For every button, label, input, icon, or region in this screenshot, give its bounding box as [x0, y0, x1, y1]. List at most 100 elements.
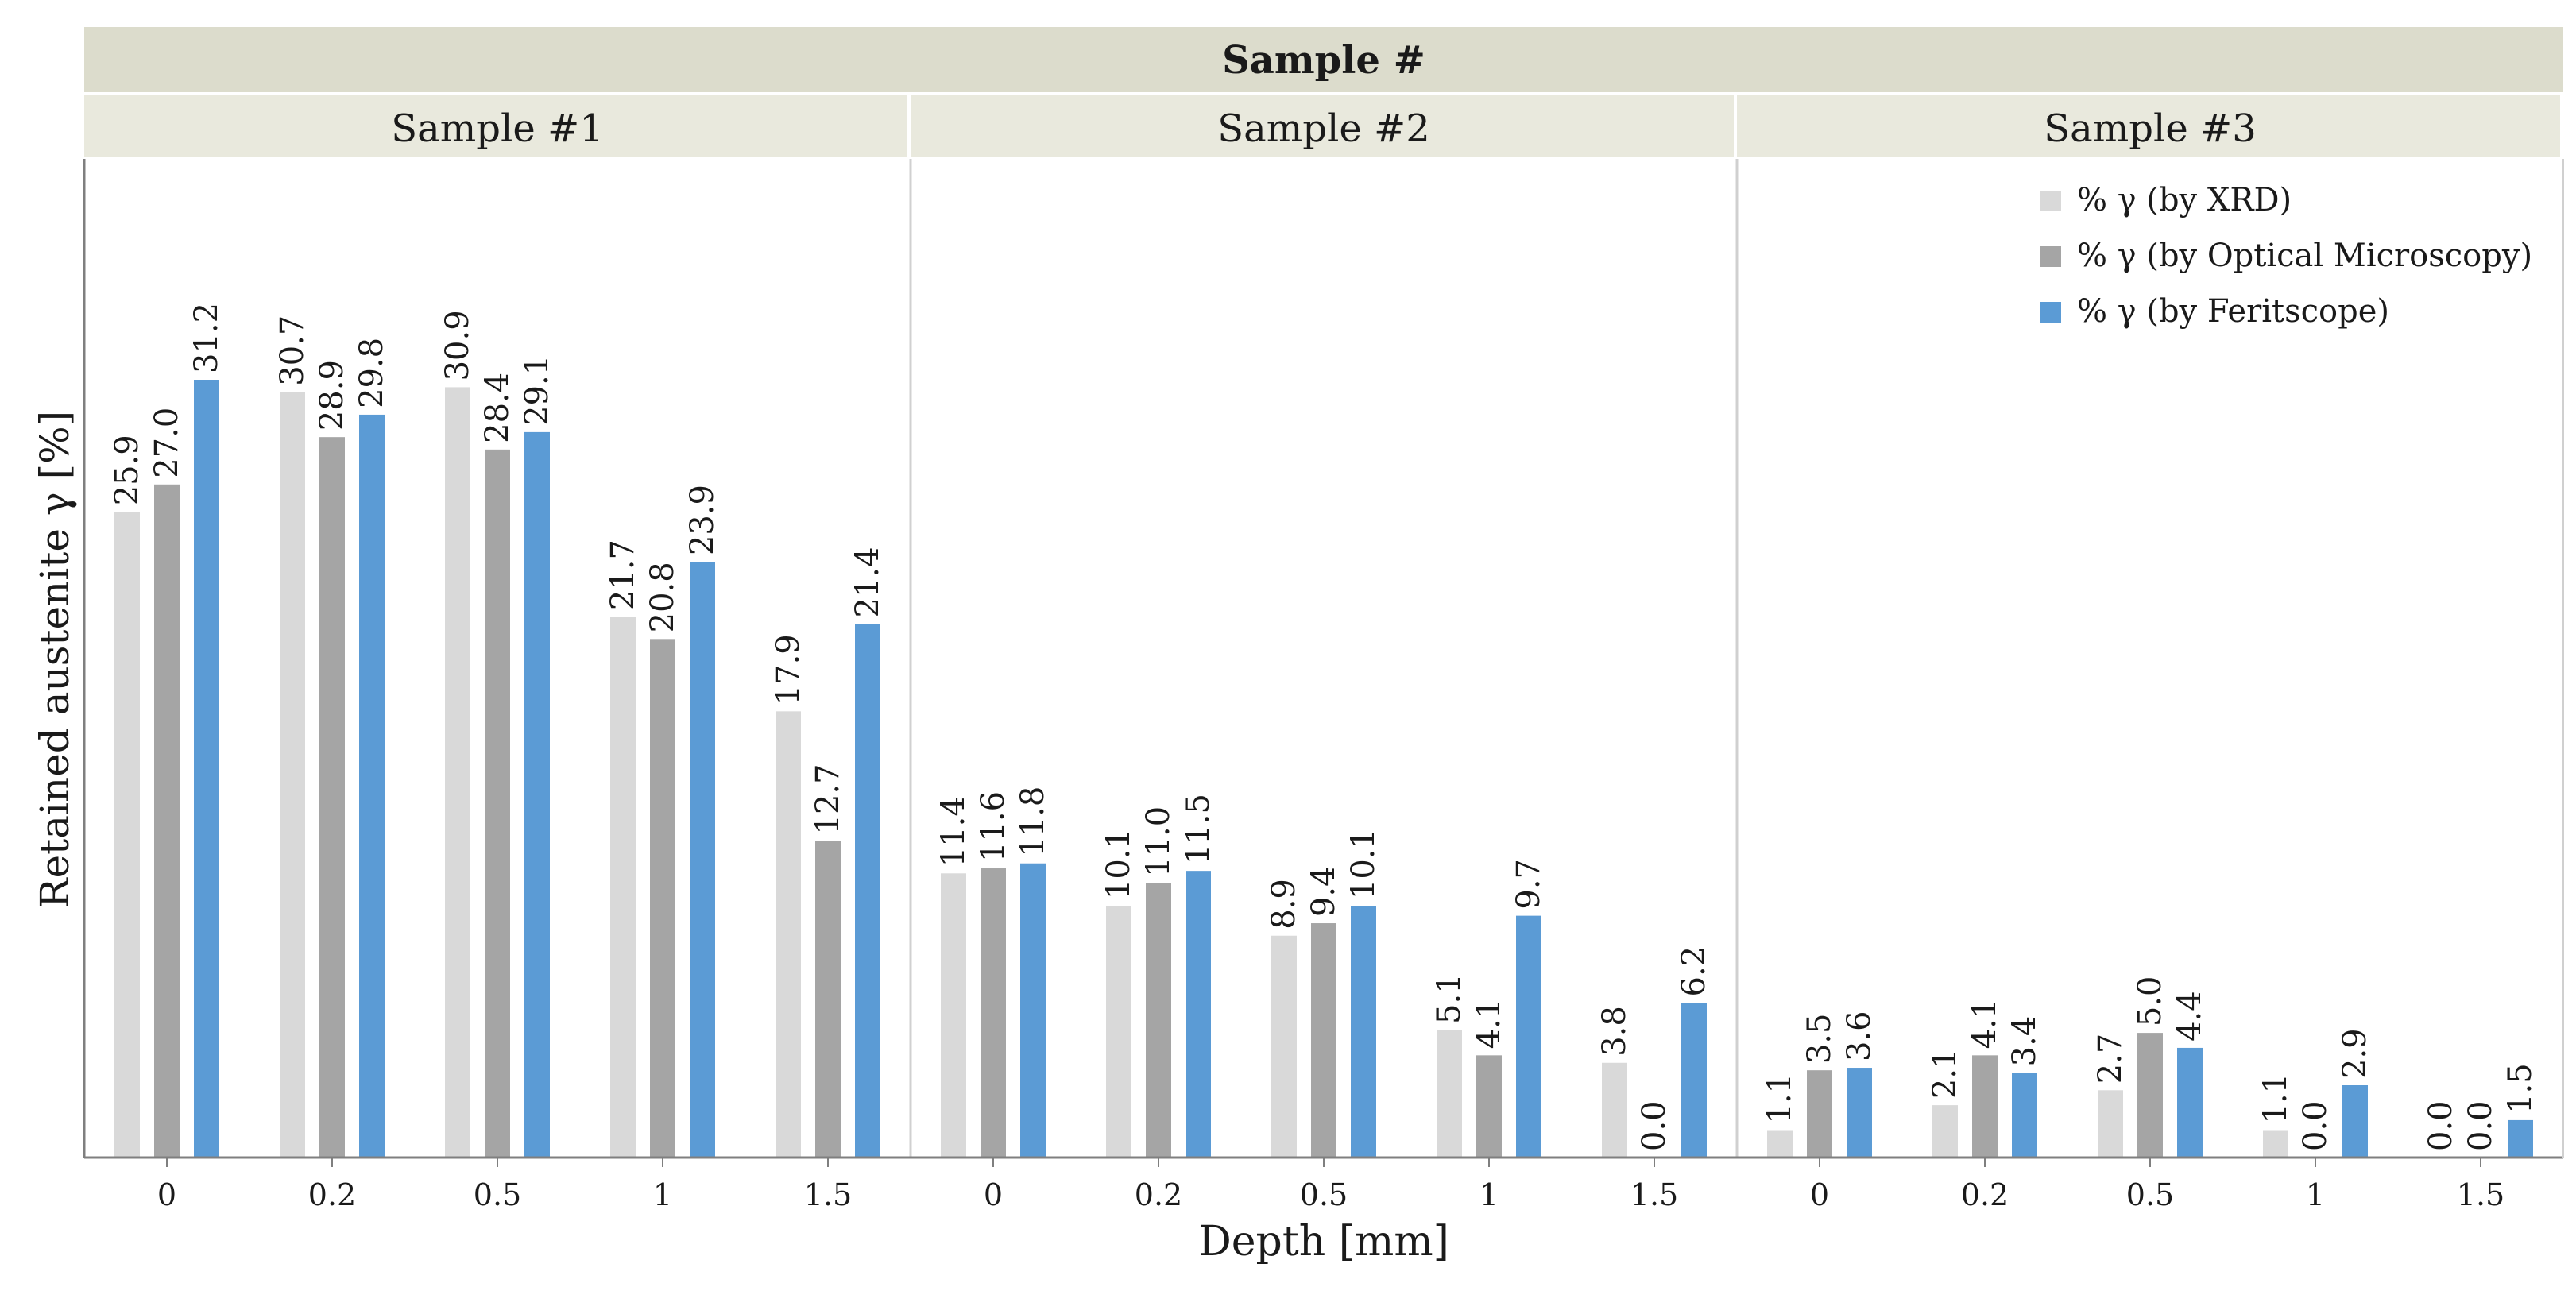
data-label: 11.4	[935, 796, 972, 867]
bar	[1767, 1130, 1793, 1158]
bar	[650, 639, 675, 1158]
data-label: 0.0	[2423, 1100, 2459, 1151]
plot-area: 025.9 27.031.20.230.728.9 29.80.530.928.4 2…	[83, 159, 2564, 1212]
legend-label: % γ (by Feritscope)	[2077, 293, 2389, 330]
data-label: 20.8	[644, 562, 681, 632]
data-label: 4.4	[2172, 991, 2208, 1042]
data-label: 2.1	[1927, 1048, 1963, 1099]
data-label: 29.1	[519, 355, 555, 426]
bar	[280, 392, 305, 1158]
data-label: 21.4	[849, 547, 886, 617]
data-label: 30.7	[274, 315, 311, 386]
x-tick-label: 0.5	[474, 1177, 521, 1212]
data-label: 30.9	[439, 310, 476, 381]
x-tick-label: 1	[2306, 1177, 2325, 1212]
bar	[154, 484, 180, 1158]
data-label: 3.4	[2006, 1016, 2043, 1067]
data-label: 17.9	[770, 634, 806, 705]
bar	[2508, 1119, 2533, 1158]
x-tick-label: 1.5	[804, 1177, 852, 1212]
x-axis-label: Depth [mm]	[1198, 1218, 1449, 1266]
data-label: 8.9	[1266, 879, 1302, 930]
data-label: 5.0	[2132, 976, 2168, 1026]
bar	[1437, 1030, 1462, 1158]
panel-header-bg	[1737, 95, 2560, 157]
bar	[1311, 923, 1336, 1158]
bar	[1932, 1105, 1958, 1158]
bar	[114, 512, 140, 1158]
bar	[1516, 915, 1541, 1158]
data-label: 1.1	[1762, 1073, 1798, 1124]
x-tick-label: 0	[157, 1177, 176, 1212]
data-label: 27.0	[149, 408, 185, 478]
x-tick-label: 0.5	[2126, 1177, 2174, 1212]
data-label: 3.6	[1841, 1011, 1878, 1061]
data-label: 10.1	[1100, 829, 1137, 899]
data-label: 3.5	[1801, 1014, 1838, 1065]
data-label: 0.0	[1636, 1100, 1673, 1151]
panel-header-bg	[84, 95, 907, 157]
bar	[1186, 871, 1211, 1158]
panel-title: Sample #1	[391, 106, 604, 151]
bar	[485, 449, 510, 1158]
x-tick-label: 0.5	[1300, 1177, 1348, 1212]
bar	[690, 562, 715, 1158]
data-label: 11.5	[1180, 794, 1216, 864]
panel-title: Sample #2	[1217, 106, 1430, 151]
panel-header-bg	[911, 95, 1734, 157]
y-axis-label: Retained austenite γ [%]	[32, 411, 78, 908]
data-label: 11.8	[1015, 787, 1051, 857]
data-label: 11.6	[975, 791, 1011, 862]
bar	[1602, 1062, 1627, 1158]
panel-headers: Sample #1 Sample #2 Sample #3	[84, 95, 2560, 157]
bar	[194, 380, 219, 1158]
bar	[2098, 1090, 2123, 1158]
data-label: 31.2	[188, 303, 225, 373]
data-label: 4.1	[1471, 999, 1507, 1049]
data-label: 12.7	[810, 763, 846, 834]
bar	[524, 431, 550, 1158]
legend-swatch	[2040, 191, 2061, 211]
data-label: 25.9	[109, 435, 145, 505]
data-label: 0.0	[2297, 1100, 2334, 1151]
data-label: 3.8	[1596, 1006, 1633, 1057]
data-label: 9.4	[1305, 866, 1342, 917]
data-label: 1.5	[2502, 1063, 2539, 1114]
x-tick-label: 1	[1479, 1177, 1499, 1212]
x-tick-label: 0	[1810, 1177, 1829, 1212]
bar	[1847, 1068, 1872, 1158]
bar	[1681, 1003, 1707, 1158]
x-tick-label: 0.2	[308, 1177, 356, 1212]
data-label: 5.1	[1431, 973, 1468, 1024]
data-label: 6.2	[1676, 946, 1712, 997]
header-band	[84, 27, 2563, 92]
data-label: 28.4	[479, 373, 516, 443]
bar	[815, 841, 841, 1158]
legend-swatch	[2040, 246, 2061, 267]
bar	[2177, 1047, 2203, 1158]
data-label: 1.1	[2257, 1073, 2294, 1124]
bar	[1020, 863, 1046, 1158]
data-label: 9.7	[1510, 859, 1547, 910]
data-label: 21.7	[605, 539, 641, 610]
data-label: 28.9	[314, 360, 350, 431]
bar	[1271, 935, 1297, 1158]
data-label: 4.1	[1967, 999, 2003, 1049]
bar	[1972, 1055, 1998, 1158]
panel-title: Sample #3	[2044, 106, 2257, 151]
bar	[941, 873, 966, 1158]
bar	[1351, 906, 1376, 1158]
bar	[2263, 1130, 2288, 1158]
bar	[1807, 1070, 1832, 1158]
data-label: 23.9	[684, 485, 721, 555]
bar	[1106, 906, 1131, 1158]
legend: % γ (by XRD) % γ (by Optical Microscopy)%…	[2040, 182, 2532, 330]
x-tick-label: 0.2	[1961, 1177, 2009, 1212]
data-label: 11.0	[1140, 806, 1177, 877]
x-tick-label: 1.5	[1630, 1177, 1678, 1212]
chart-title: Sample #	[1222, 38, 1425, 83]
x-tick-label: 1.5	[2457, 1177, 2504, 1212]
bar	[1476, 1055, 1502, 1158]
x-tick-label: 1	[653, 1177, 672, 1212]
data-label: 2.7	[2092, 1034, 2129, 1084]
